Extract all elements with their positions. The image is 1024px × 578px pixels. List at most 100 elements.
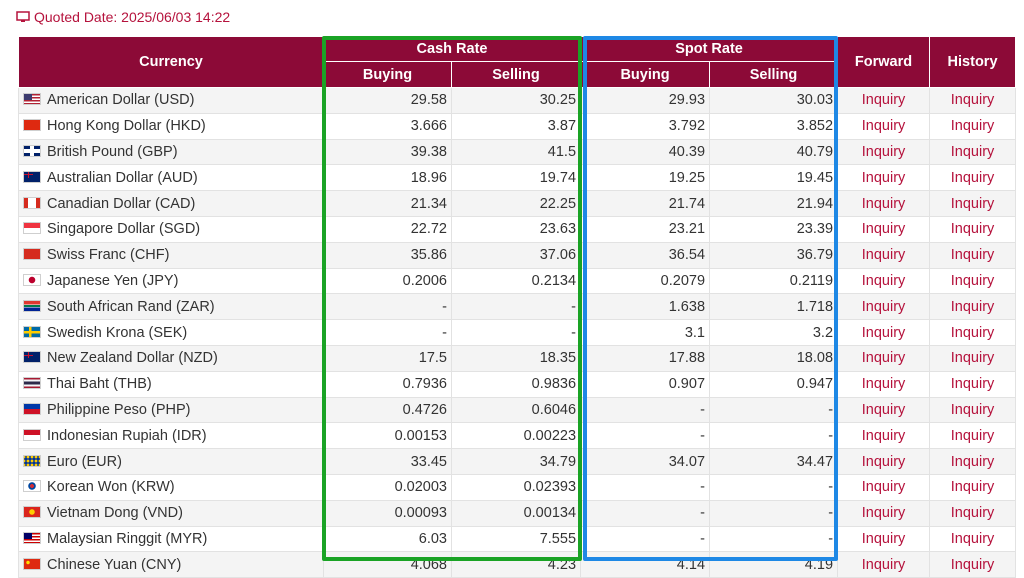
cash-buying-cell: 0.2006 [323,267,452,295]
spot-selling-cell: 21.94 [709,190,839,217]
history-inquiry-link[interactable]: Inquiry [929,551,1017,578]
history-inquiry-link[interactable]: Inquiry [929,344,1017,372]
spot-selling-cell: 3.852 [709,112,839,140]
forward-inquiry-link[interactable]: Inquiry [837,396,931,424]
history-inquiry-link[interactable]: Inquiry [929,215,1017,243]
cash-selling-cell: 30.25 [450,87,582,114]
kr-flag-icon [23,480,41,493]
forward-inquiry-link[interactable]: Inquiry [837,112,931,140]
spot-selling-cell: - [709,525,839,553]
forward-inquiry-link[interactable]: Inquiry [837,190,931,217]
forward-inquiry-link[interactable]: Inquiry [837,241,931,269]
cash-selling-cell: 0.00134 [450,499,582,527]
currency-name: New Zealand Dollar (NZD) [47,350,218,367]
forward-inquiry-link[interactable]: Inquiry [837,525,931,553]
ph-flag-icon [23,402,41,415]
spot-selling-cell: - [709,473,839,501]
currency-name: Euro (EUR) [47,453,122,470]
currency-name: Vietnam Dong (VND) [47,505,183,522]
table-row: Euro (EUR) 33.45 34.79 34.07 34.47 Inquiry Inq… [18,448,1017,475]
currency-name: American Dollar (USD) [47,92,195,109]
header-spot-rate: Spot Rate [580,36,839,62]
spot-selling-cell: 18.08 [709,344,839,372]
table-row: British Pound (GBP) 39.38 41.5 40.39 40.79 In… [18,138,1017,166]
header-history: History [929,36,1017,88]
forward-inquiry-link[interactable]: Inquiry [837,422,931,450]
cash-selling-cell: 7.555 [450,525,582,553]
cash-buying-cell: - [323,319,452,346]
us-flag-icon [23,93,41,106]
cash-selling-cell: 37.06 [450,241,582,269]
history-inquiry-link[interactable]: Inquiry [929,422,1017,450]
gb-flag-icon [23,144,41,157]
currency-name: Chinese Yuan (CNY) [47,556,182,573]
history-inquiry-link[interactable]: Inquiry [929,525,1017,553]
forward-inquiry-link[interactable]: Inquiry [837,319,931,346]
spot-buying-cell: 40.39 [580,138,711,166]
ch-flag-icon [23,248,41,261]
forward-inquiry-link[interactable]: Inquiry [837,473,931,501]
table-row: American Dollar (USD) 29.58 30.25 29.93 30.0… [18,87,1017,114]
spot-selling-cell: - [709,499,839,527]
spot-buying-cell: 34.07 [580,448,711,475]
currency-cell: Australian Dollar (AUD) [18,164,324,192]
table-row: Hong Kong Dollar (HKD) 3.666 3.87 3.792 3.85… [18,112,1017,140]
history-inquiry-link[interactable]: Inquiry [929,448,1017,475]
history-inquiry-link[interactable]: Inquiry [929,396,1017,424]
forward-inquiry-link[interactable]: Inquiry [837,499,931,527]
forward-inquiry-link[interactable]: Inquiry [837,551,931,578]
history-inquiry-link[interactable]: Inquiry [929,499,1017,527]
spot-selling-cell: 23.39 [709,215,839,243]
cash-selling-cell: 34.79 [450,448,582,475]
spot-buying-cell: - [580,525,711,553]
history-inquiry-link[interactable]: Inquiry [929,241,1017,269]
history-inquiry-link[interactable]: Inquiry [929,267,1017,295]
history-inquiry-link[interactable]: Inquiry [929,370,1017,398]
currency-name: Philippine Peso (PHP) [47,401,191,418]
spot-selling-cell: 1.718 [709,293,839,321]
history-inquiry-link[interactable]: Inquiry [929,293,1017,321]
id-flag-icon [23,428,41,441]
history-inquiry-link[interactable]: Inquiry [929,112,1017,140]
spot-buying-cell: 1.638 [580,293,711,321]
spot-selling-cell: - [709,422,839,450]
spot-buying-cell: 36.54 [580,241,711,269]
spot-buying-cell: - [580,473,711,501]
cash-buying-cell: 22.72 [323,215,452,243]
forward-inquiry-link[interactable]: Inquiry [837,293,931,321]
history-inquiry-link[interactable]: Inquiry [929,190,1017,217]
forward-inquiry-link[interactable]: Inquiry [837,164,931,192]
quoted-date: Quoted Date: 2025/06/03 14:22 [16,9,230,25]
table-row: Canadian Dollar (CAD) 21.34 22.25 21.74 21.9… [18,190,1017,217]
forward-inquiry-link[interactable]: Inquiry [837,87,931,114]
jp-flag-icon [23,273,41,286]
spot-selling-cell: 0.947 [709,370,839,398]
forward-inquiry-link[interactable]: Inquiry [837,215,931,243]
currency-cell: American Dollar (USD) [18,87,324,114]
currency-cell: Korean Won (KRW) [18,473,324,501]
forward-inquiry-link[interactable]: Inquiry [837,267,931,295]
currency-cell: Vietnam Dong (VND) [18,499,324,527]
table-row: Thai Baht (THB) 0.7936 0.9836 0.907 0.947 Inq… [18,370,1017,398]
forward-inquiry-link[interactable]: Inquiry [837,448,931,475]
table-row: Indonesian Rupiah (IDR) 0.00153 0.00223- - I… [18,422,1017,450]
currency-name: Thai Baht (THB) [47,376,152,393]
forward-inquiry-link[interactable]: Inquiry [837,370,931,398]
forward-inquiry-link[interactable]: Inquiry [837,344,931,372]
spot-selling-cell: - [709,396,839,424]
history-inquiry-link[interactable]: Inquiry [929,319,1017,346]
header-spot-buying: Buying [580,61,711,88]
cash-selling-cell: 3.87 [450,112,582,140]
currency-name: South African Rand (ZAR) [47,298,215,315]
cash-selling-cell: 19.74 [450,164,582,192]
history-inquiry-link[interactable]: Inquiry [929,473,1017,501]
spot-buying-cell: 0.907 [580,370,711,398]
history-inquiry-link[interactable]: Inquiry [929,164,1017,192]
forward-inquiry-link[interactable]: Inquiry [837,138,931,166]
history-inquiry-link[interactable]: Inquiry [929,138,1017,166]
au-flag-icon [23,170,41,183]
spot-buying-cell: 23.21 [580,215,711,243]
cash-selling-cell: 23.63 [450,215,582,243]
table-row: Chinese Yuan (CNY) 4.068 4.23 4.14 4.19 Inqui… [18,551,1017,578]
history-inquiry-link[interactable]: Inquiry [929,87,1017,114]
